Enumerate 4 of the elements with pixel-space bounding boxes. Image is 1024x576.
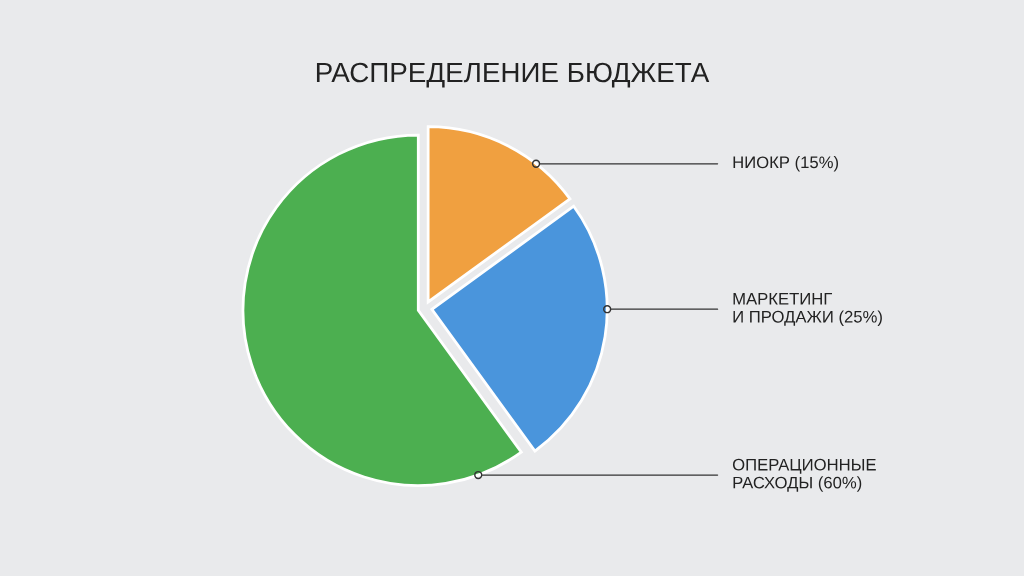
slice-label: ОПЕРАЦИОННЫЕ РАСХОДЫ (60%) [732, 458, 876, 492]
chart-title: РАСПРЕДЕЛЕНИЕ БЮДЖЕТА [316, 62, 710, 88]
slice-label: МАРКЕТИНГ И ПРОДАЖИ (25%) [733, 293, 882, 326]
slice-label: НИОКР (15%) [733, 156, 839, 172]
